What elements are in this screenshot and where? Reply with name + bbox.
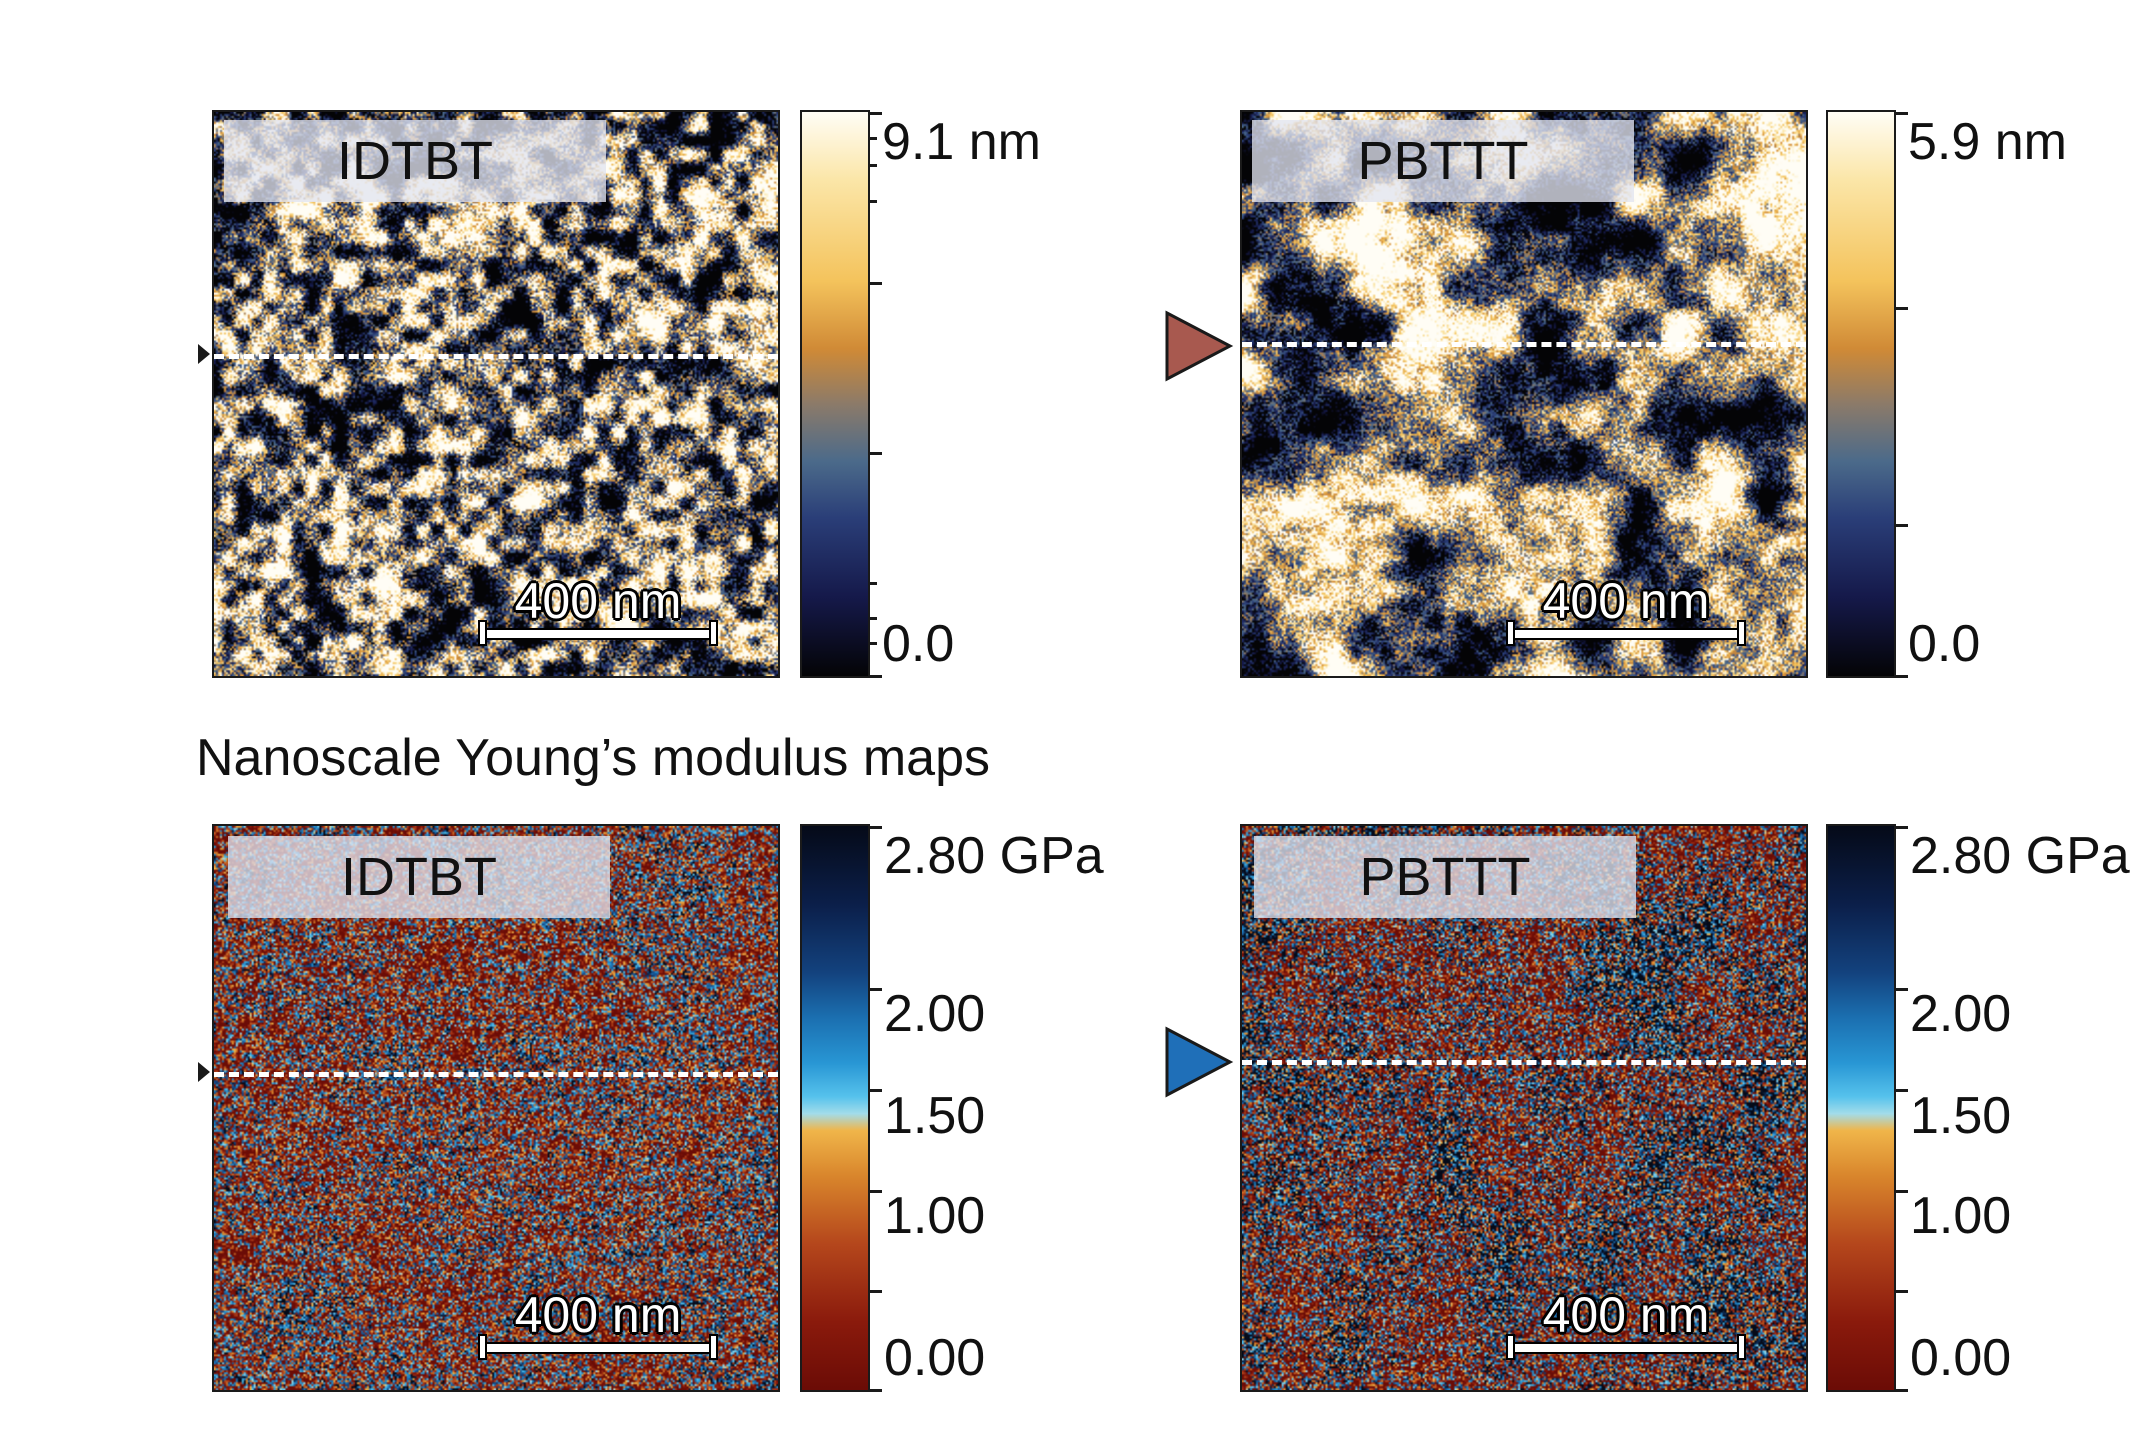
colorbar-label-1-50: 1.50 <box>884 1087 986 1145</box>
topography-map-idtbt: IDTBT 400 nm <box>212 110 780 678</box>
scale-bar-cap-right <box>1737 620 1746 646</box>
topography-colorbar-idtbt <box>800 110 882 678</box>
colorbar-label-1-00: 1.00 <box>884 1187 986 1245</box>
scale-bar-label: 400 nm <box>1542 1287 1710 1343</box>
topography-map-pbttt: PBTTT 400 nm <box>1240 110 1808 678</box>
scale-bar-line <box>482 628 714 640</box>
line-profile-marker-triangle-modulus <box>1165 1026 1234 1098</box>
colorbar-label-0-00: 0.00 <box>1910 1329 2012 1387</box>
scale-bar-label: 400 nm <box>514 573 682 629</box>
scale-bar: 400 nm <box>478 1286 718 1360</box>
topography-colorbar-pbttt <box>1826 110 1908 678</box>
scale-bar: 400 nm <box>1506 572 1746 646</box>
scale-bar-cap-right <box>709 1334 718 1360</box>
colorbar-label-1-00: 1.00 <box>1910 1187 2012 1245</box>
line-profile-dashed-line <box>214 1072 778 1077</box>
modulus-colorbar-pbttt <box>1826 824 1908 1392</box>
colorbar-min-label: 0.0 <box>882 615 955 673</box>
scale-bar: 400 nm <box>1506 1286 1746 1360</box>
scale-bar: 400 nm <box>478 572 718 646</box>
line-profile-marker-left-top <box>198 344 210 364</box>
modulus-colorbar-idtbt <box>800 824 882 1392</box>
material-label-box: PBTTT <box>1252 120 1634 202</box>
colorbar-min-label: 0.0 <box>1908 615 1981 673</box>
scale-bar-line <box>1510 628 1742 640</box>
material-label-box: IDTBT <box>224 120 606 202</box>
line-profile-dashed-line <box>214 354 778 359</box>
material-label-box: IDTBT <box>228 836 610 918</box>
material-label: PBTTT <box>1359 847 1531 907</box>
line-profile-marker-left-bottom <box>198 1062 210 1082</box>
line-profile-dashed-line <box>1242 342 1806 347</box>
colorbar-label-2-00: 2.00 <box>1910 985 2012 1043</box>
material-label: PBTTT <box>1357 131 1529 191</box>
colorbar-label-2-80: 2.80 GPa <box>1910 827 2130 885</box>
scale-bar-cap-left <box>1506 1334 1515 1360</box>
line-profile-marker-triangle-topography <box>1165 310 1234 382</box>
section-title: Nanoscale Young’s modulus maps <box>196 729 991 787</box>
colorbar-max-label: 5.9 nm <box>1908 113 2067 171</box>
scale-bar-cap-left <box>478 1334 487 1360</box>
scale-bar-cap-left <box>1506 620 1515 646</box>
scale-bar-label: 400 nm <box>514 1287 682 1343</box>
colorbar-label-2-80: 2.80 GPa <box>884 827 1104 885</box>
scale-bar-cap-right <box>1737 1334 1746 1360</box>
topography-image-idtbt <box>214 112 778 676</box>
scale-bar-cap-right <box>709 620 718 646</box>
modulus-map-idtbt: IDTBT 400 nm <box>212 824 780 1392</box>
scale-bar-line <box>1510 1342 1742 1354</box>
material-label-box: PBTTT <box>1254 836 1636 918</box>
colorbar-label-2-00: 2.00 <box>884 985 986 1043</box>
modulus-image-pbttt <box>1242 826 1806 1390</box>
modulus-map-pbttt: PBTTT 400 nm <box>1240 824 1808 1392</box>
colorbar-label-1-50: 1.50 <box>1910 1087 2012 1145</box>
scale-bar-cap-left <box>478 620 487 646</box>
material-label: IDTBT <box>341 847 497 907</box>
modulus-image-idtbt <box>214 826 778 1390</box>
colorbar-max-label: 9.1 nm <box>882 113 1041 171</box>
scale-bar-line <box>482 1342 714 1354</box>
colorbar-label-0-00: 0.00 <box>884 1329 986 1387</box>
scale-bar-label: 400 nm <box>1542 573 1710 629</box>
topography-image-pbttt <box>1242 112 1806 676</box>
line-profile-dashed-line <box>1242 1060 1806 1065</box>
material-label: IDTBT <box>337 131 493 191</box>
